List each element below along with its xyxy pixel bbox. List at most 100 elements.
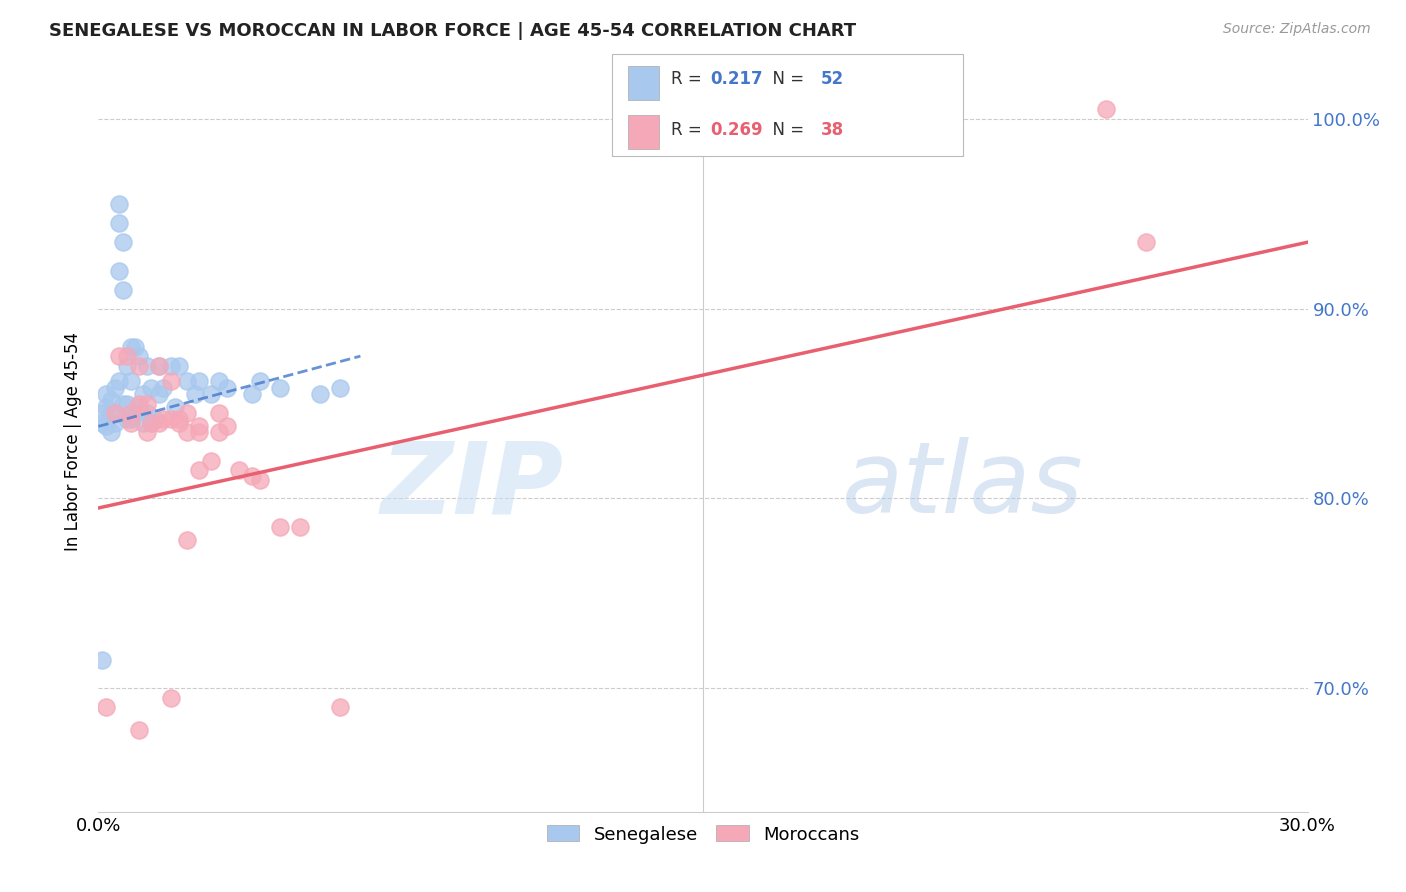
Point [240, 387, 263, 401]
Point [139, 416, 162, 430]
Point [91, 653, 114, 667]
Point [128, 401, 150, 415]
Point [184, 387, 207, 401]
Point [152, 381, 174, 395]
Point [167, 416, 190, 430]
Point [135, 396, 157, 410]
Point [139, 416, 162, 430]
Point [167, 411, 190, 425]
Point [100, 406, 122, 420]
Point [152, 411, 174, 425]
Point [120, 340, 142, 354]
Point [135, 406, 157, 420]
Point [163, 401, 186, 415]
Point [128, 359, 150, 373]
Point [200, 387, 222, 401]
Point [188, 419, 211, 434]
Point [160, 411, 183, 425]
Point [111, 396, 134, 410]
Point [128, 396, 150, 410]
Point [329, 381, 352, 395]
Point [120, 406, 142, 420]
Point [120, 411, 142, 425]
Point [288, 520, 311, 534]
Point [100, 392, 122, 407]
Point [111, 283, 134, 297]
Point [249, 473, 271, 487]
Point [139, 381, 162, 395]
Text: 38: 38 [821, 121, 844, 139]
Point [329, 700, 352, 714]
Point [208, 374, 231, 388]
Point [96, 419, 118, 434]
Point [91, 416, 114, 430]
Point [107, 197, 129, 211]
Legend: Senegalese, Moroccans: Senegalese, Moroccans [540, 818, 866, 851]
Point [96, 387, 118, 401]
Point [107, 374, 129, 388]
Point [249, 374, 271, 388]
Point [96, 700, 118, 714]
Text: R =: R = [671, 121, 707, 139]
Point [160, 359, 183, 373]
Point [148, 416, 170, 430]
Point [132, 387, 155, 401]
Text: 0.269: 0.269 [710, 121, 762, 139]
Point [160, 690, 183, 705]
Point [208, 425, 231, 439]
Point [91, 406, 114, 420]
Point [269, 520, 291, 534]
Point [103, 416, 125, 430]
Text: 52: 52 [821, 70, 844, 88]
Point [208, 406, 231, 420]
Point [107, 263, 129, 277]
Point [188, 463, 211, 477]
Point [160, 374, 183, 388]
Point [1135, 235, 1157, 250]
Point [269, 381, 291, 395]
Point [115, 349, 138, 363]
Text: ZIP: ZIP [381, 437, 564, 534]
Point [217, 381, 239, 395]
Point [120, 374, 142, 388]
Point [103, 381, 125, 395]
Text: N =: N = [762, 70, 810, 88]
Point [135, 425, 157, 439]
Text: N =: N = [762, 121, 810, 139]
Point [176, 425, 198, 439]
Point [240, 468, 263, 483]
Point [120, 416, 142, 430]
Point [188, 374, 211, 388]
Point [135, 359, 157, 373]
Point [124, 340, 146, 354]
Text: R =: R = [671, 70, 707, 88]
Point [188, 425, 211, 439]
Point [107, 216, 129, 230]
Point [176, 406, 198, 420]
Point [128, 349, 150, 363]
Point [143, 411, 166, 425]
Point [217, 419, 239, 434]
Point [1095, 103, 1118, 117]
Y-axis label: In Labor Force | Age 45-54: In Labor Force | Age 45-54 [65, 332, 83, 551]
Point [148, 359, 170, 373]
Point [148, 387, 170, 401]
Point [103, 406, 125, 420]
Point [128, 723, 150, 737]
Point [167, 359, 190, 373]
Point [111, 235, 134, 250]
Point [100, 425, 122, 439]
Point [132, 416, 155, 430]
Text: SENEGALESE VS MOROCCAN IN LABOR FORCE | AGE 45-54 CORRELATION CHART: SENEGALESE VS MOROCCAN IN LABOR FORCE | … [49, 22, 856, 40]
Point [96, 401, 118, 415]
Point [148, 359, 170, 373]
Point [176, 374, 198, 388]
Point [124, 406, 146, 420]
Point [107, 349, 129, 363]
Point [115, 359, 138, 373]
Point [200, 453, 222, 467]
Point [176, 533, 198, 548]
Point [115, 396, 138, 410]
Point [228, 463, 250, 477]
Text: Source: ZipAtlas.com: Source: ZipAtlas.com [1223, 22, 1371, 37]
